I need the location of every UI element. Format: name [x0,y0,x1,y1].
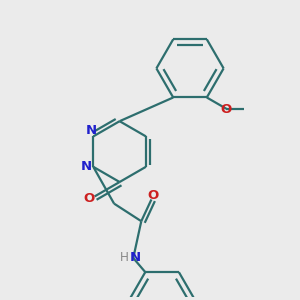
Text: N: N [81,160,92,173]
Text: H: H [120,250,129,264]
Text: N: N [129,250,140,264]
Text: N: N [86,124,97,137]
Text: O: O [220,103,232,116]
Text: O: O [83,191,94,205]
Text: O: O [147,189,159,202]
